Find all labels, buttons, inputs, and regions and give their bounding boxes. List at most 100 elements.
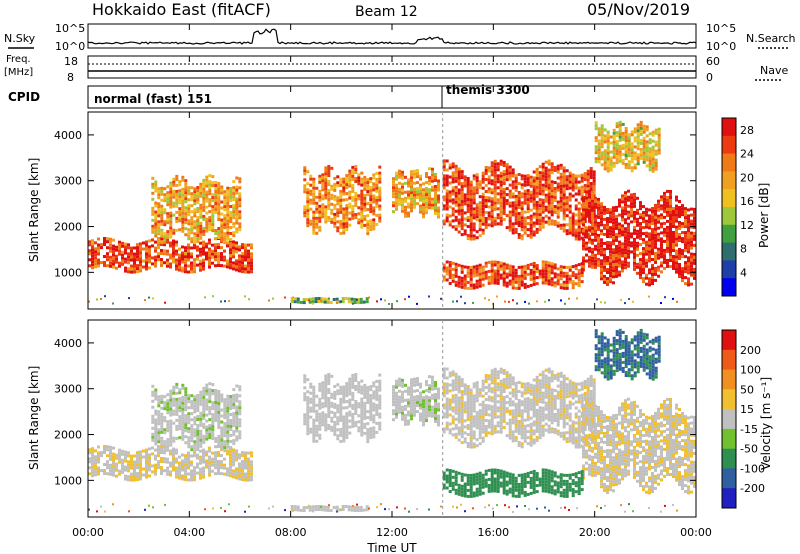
power-cell [672,207,675,210]
velocity-cell [196,453,199,457]
power-cell [172,231,176,235]
power-cell [354,201,358,204]
power-cell [547,267,551,271]
velocity-cell [235,411,239,415]
power-cell [351,198,355,202]
power-cell [487,281,491,285]
power-cell [690,267,693,271]
power-cell [341,300,345,303]
power-cell [529,199,533,203]
power-cell [354,198,358,201]
power-cell [532,206,536,210]
power-speckle [516,302,518,305]
power-cell [493,168,497,172]
power-cell [636,123,640,127]
velocity-cell [348,404,352,408]
power-cell [115,248,118,252]
power-cell [460,218,464,222]
power-cell [687,277,690,281]
power-cell [523,174,527,178]
power-cell [342,219,346,223]
power-cell [139,257,142,261]
power-cell [553,266,557,270]
power-cell [684,207,687,211]
velocity-cell [187,436,191,440]
power-cell [303,211,307,215]
velocity-cell [196,415,200,418]
power-cell [583,175,587,178]
power-cell [205,245,208,249]
power-cell [318,207,322,211]
power-cell [562,226,566,230]
power-cell [342,225,346,229]
power-cell [514,277,518,281]
velocity-cell [184,466,187,470]
velocity-cell [398,377,401,381]
velocity-cell [124,468,127,472]
power-cell [375,186,379,190]
power-cell [208,222,212,226]
power-cell [493,162,497,166]
power-cell [550,201,554,205]
power-cell [333,206,337,210]
power-cell [681,276,684,280]
velocity-cell [196,418,200,421]
power-cell [556,188,560,192]
power-cell [490,203,494,207]
power-cell [401,209,404,213]
power-cell [172,248,175,252]
velocity-cell [124,459,127,463]
power-cell [187,219,191,223]
power-cell [582,238,585,242]
power-cell [199,191,203,195]
power-cell [217,227,221,230]
power-cell [211,243,214,247]
power-cell [445,260,449,264]
velocity-cell [315,418,319,422]
power-cell [181,260,184,264]
power-cell [606,151,610,155]
velocity-cell [106,448,109,452]
power-cell [627,133,631,137]
power-cell [232,198,236,202]
velocity-cell [366,440,370,444]
power-cell [511,186,515,190]
power-cell [199,253,202,257]
power-cell [660,222,663,226]
velocity-cell [348,410,352,414]
power-cell [594,244,597,248]
power-cell [401,206,404,210]
velocity-cell [223,457,226,461]
velocity-cell [97,454,100,458]
power-cell [588,219,591,223]
power-cell [454,271,458,275]
power-cell [597,260,600,264]
power-cell [600,142,604,146]
power-cell [336,208,340,212]
power-cell [363,217,367,221]
power-range-tick-label: 3000 [54,175,82,188]
power-cell [324,220,328,224]
power-speckle [152,297,154,300]
power-speckle [220,300,222,303]
velocity-cell [348,380,352,384]
power-cell [651,246,654,249]
power-cell [624,133,628,136]
power-cell [606,130,610,134]
power-cell [220,206,224,210]
power-cell [348,172,352,176]
power-cell [654,158,658,162]
power-cell [187,237,191,241]
power-cell [594,253,597,257]
power-cell [666,237,669,241]
power-cell [312,222,316,226]
power-cell [609,135,613,139]
power-cell [687,208,690,212]
power-cell [229,232,233,235]
power-cell [103,237,106,240]
power-cell [585,208,588,212]
power-cell [603,250,606,254]
power-cell [211,252,214,256]
velocity-cell [241,466,244,470]
power-cell [220,239,224,243]
